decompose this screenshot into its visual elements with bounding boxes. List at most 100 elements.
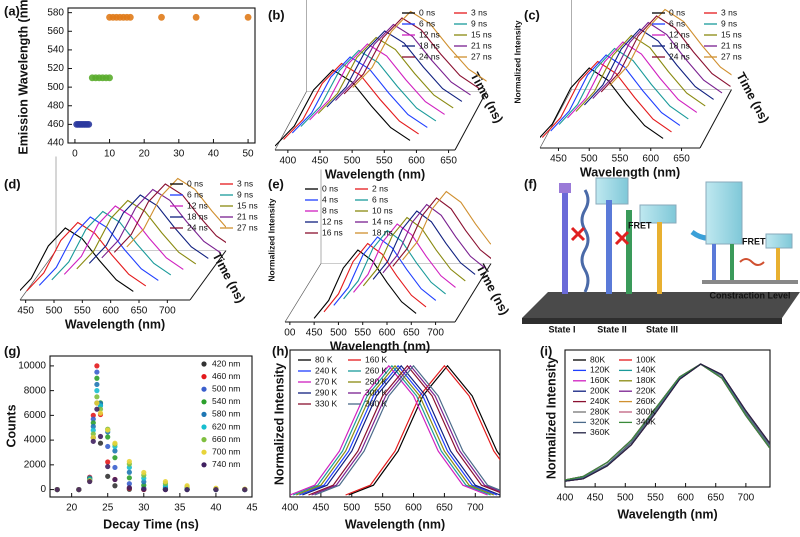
x-tick-label: 550: [376, 156, 393, 167]
fret-label: FRET: [628, 220, 652, 230]
data-line: [565, 363, 770, 482]
y-axis-label: Normalized Intensity: [544, 357, 558, 479]
data-line: [126, 177, 226, 248]
data-point: [158, 13, 165, 21]
x-tick-label: 20: [139, 149, 151, 160]
x-tick-label: 500: [330, 328, 347, 339]
legend-label: 9 ns: [237, 189, 253, 199]
box: [595, 177, 629, 205]
x-tick-label: 700: [159, 306, 176, 317]
data-line: [302, 364, 500, 496]
data-line: [300, 49, 437, 127]
legend-label: 160K: [590, 375, 610, 385]
plot-frame: [289, 349, 501, 498]
legend-label: 24 ns: [669, 51, 690, 61]
data-point: [90, 420, 96, 426]
data-line: [592, 21, 723, 99]
platform-edge: [522, 318, 782, 324]
panel-label: (i): [540, 343, 552, 358]
y-tick-label: 8000: [24, 385, 47, 396]
legend-marker: [201, 361, 207, 367]
y-axis-label: Normalized Intensity: [266, 198, 276, 281]
x-tick-label: 0: [72, 149, 78, 160]
panel-label: (g): [4, 343, 21, 358]
state-label: State III: [646, 324, 678, 334]
data-point: [97, 440, 104, 446]
x-tick-label: 500: [617, 493, 634, 504]
data-line: [292, 364, 491, 496]
box: [765, 233, 793, 249]
data-line: [309, 43, 445, 121]
data-point: [105, 459, 111, 465]
legend-label: 24 ns: [187, 222, 208, 232]
data-point: [90, 431, 96, 437]
legend-label: 330 K: [315, 398, 338, 408]
depth-axis: [454, 91, 487, 151]
data-point: [184, 483, 190, 489]
x-tick-label: 550: [354, 328, 371, 339]
x-tick-label: 35: [174, 503, 186, 514]
legend-label: 320K: [590, 417, 610, 427]
legend-label: 6 ns: [372, 194, 388, 204]
data-line: [335, 23, 471, 101]
data-line: [333, 236, 437, 306]
data-point: [112, 455, 118, 461]
data-point: [105, 434, 111, 440]
depth-axis: [284, 263, 322, 323]
data-point: [112, 476, 118, 483]
x-tick-label: 450: [313, 503, 330, 514]
data-point: [192, 13, 200, 21]
x-tick-label: 450: [17, 306, 34, 317]
x-tick-label: 550: [612, 154, 629, 165]
data-line: [313, 249, 417, 319]
legend-label: 3 ns: [237, 178, 253, 188]
legend-label: 16 ns: [322, 227, 343, 237]
x-tick-label: 650: [673, 154, 690, 165]
x-axis-label: Decay Time (ns): [103, 517, 199, 531]
data-line: [26, 221, 147, 292]
data-point: [105, 463, 111, 470]
legend-label: 500 nm: [212, 383, 240, 393]
legend-label: 21 ns: [237, 211, 258, 221]
x-tick-label: 400: [557, 493, 574, 504]
rod: [562, 188, 568, 294]
legend-label: 340K: [636, 417, 656, 427]
x-tick-label: 500: [581, 154, 598, 165]
data-line: [314, 364, 500, 496]
data-point: [54, 486, 60, 493]
x-tick-label: 650: [707, 493, 724, 504]
rod: [776, 248, 780, 280]
x-tick-label: 650: [131, 306, 148, 317]
x-tick-label: 600: [677, 493, 694, 504]
data-line: [283, 62, 419, 140]
legend-label: 6 ns: [669, 18, 685, 28]
data-point: [90, 412, 96, 418]
data-point: [94, 400, 100, 406]
platform: [522, 292, 800, 318]
legend-label: 27 ns: [471, 51, 492, 61]
x-tick-label: 600: [405, 503, 422, 514]
diagram: (f) FRET FRET Constraction Level State I…: [522, 176, 800, 334]
legend-marker: [201, 411, 207, 417]
legend-label: 700 nm: [212, 446, 240, 456]
x-tick-label: 50: [243, 149, 255, 160]
data-point: [94, 394, 100, 400]
y-tick-label: 460: [47, 119, 64, 130]
depth-axis: [189, 250, 227, 301]
data-point: [105, 443, 111, 450]
data-line: [311, 364, 500, 496]
data-point: [112, 448, 118, 454]
legend-label: 740 nm: [212, 459, 240, 469]
panel-label: (a): [4, 3, 20, 18]
data-line: [550, 54, 681, 132]
state-label: State I: [548, 324, 575, 334]
panel-label: (e): [268, 176, 284, 191]
x-tick-label: 650: [403, 328, 420, 339]
legend-label: 280K: [590, 406, 610, 416]
data-point: [94, 406, 100, 412]
legend-label: 18 ns: [372, 227, 393, 237]
cap: [559, 183, 571, 193]
plot-frame: [49, 355, 253, 498]
legend-label: 460 nm: [212, 371, 240, 381]
